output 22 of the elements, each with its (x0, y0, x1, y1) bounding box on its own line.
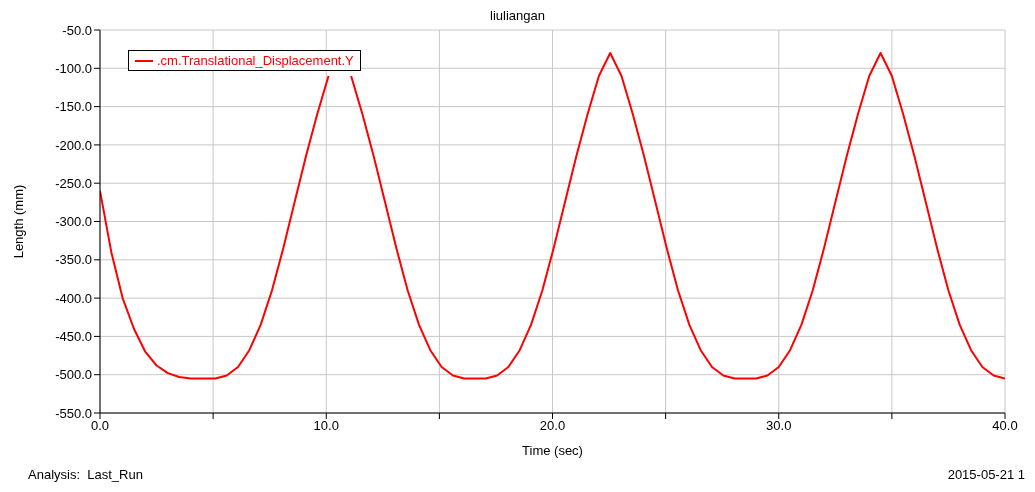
y-tick-label: -50.0 (62, 22, 92, 38)
x-tick-label: 10.0 (313, 418, 339, 434)
y-axis-title: Length (mm) (10, 184, 26, 259)
y-tick-label: -250.0 (55, 175, 92, 191)
y-tick-label: -450.0 (55, 329, 92, 345)
text: 2015-05-21 1 (947, 467, 1025, 482)
x-tick-label: 40.0 (992, 418, 1018, 434)
x-tick-label: 30.0 (766, 418, 792, 434)
y-tick-label: -500.0 (55, 367, 92, 383)
y-tick-label: -350.0 (55, 252, 92, 268)
y-tick-label: -300.0 (55, 214, 92, 230)
chart-title: liuliangan (489, 8, 546, 23)
x-tick-label: 0.0 (90, 418, 110, 434)
x-axis-title: Time (sec) (522, 443, 583, 458)
y-tick-label: -100.0 (55, 60, 92, 76)
legend-label: .cm.Translational_Displacement.Y (157, 53, 354, 68)
y-tick-label: -550.0 (55, 405, 92, 421)
x-tick-label: 20.0 (539, 418, 566, 434)
text: Analysis: Last_Run (28, 467, 143, 482)
y-tick-label: -150.0 (55, 99, 92, 115)
y-tick-label: -400.0 (55, 290, 92, 306)
y-tick-label: -200.0 (55, 137, 92, 153)
